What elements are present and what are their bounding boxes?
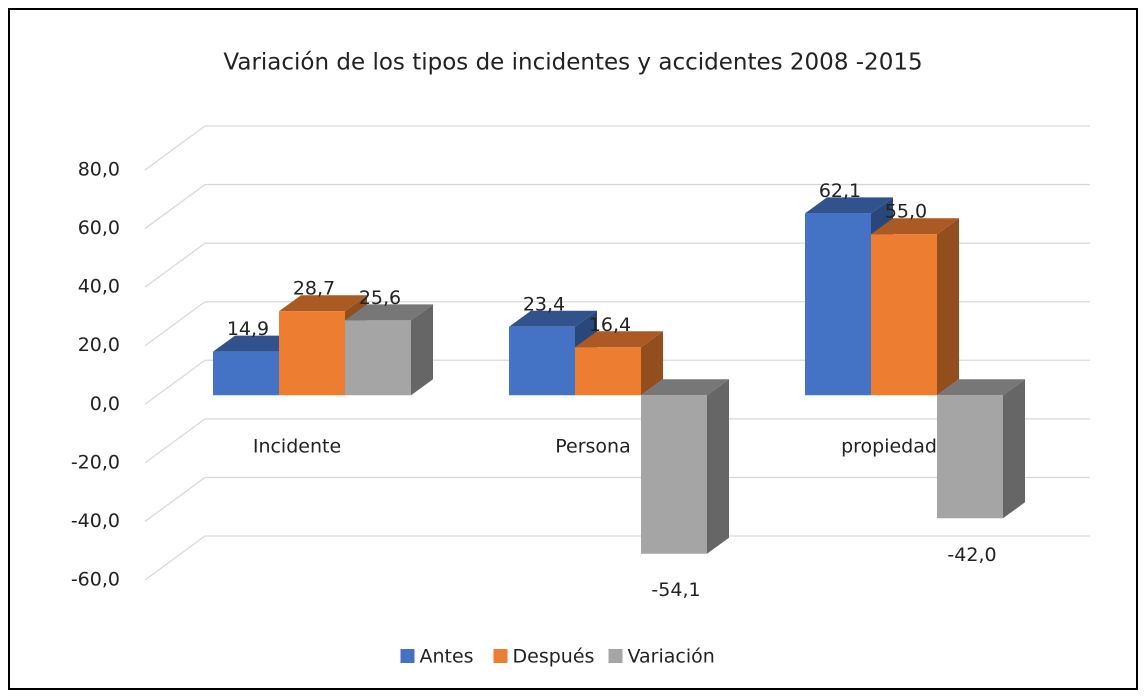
- legend-label: Después: [513, 646, 595, 668]
- x-tick-label: propiedad: [841, 436, 937, 458]
- legend-swatch: [493, 649, 508, 663]
- data-label: 62,1: [819, 180, 861, 202]
- bar-front: [871, 234, 937, 396]
- bar-front: [213, 351, 279, 396]
- data-label: 16,4: [589, 314, 631, 336]
- data-label: 55,0: [885, 201, 927, 223]
- bar-front: [279, 311, 345, 396]
- y-tick-label: 40,0: [78, 276, 120, 298]
- legend-swatch: [608, 649, 623, 663]
- y-tick-label: 20,0: [78, 334, 120, 356]
- bar-top: [937, 379, 1025, 396]
- bar-side: [411, 304, 433, 396]
- bar-side: [1003, 379, 1025, 519]
- y-tick-label: -40,0: [71, 510, 120, 532]
- y-tick-label: 80,0: [78, 159, 120, 181]
- bar-top: [871, 218, 959, 235]
- grid-line: [144, 242, 1090, 288]
- y-tick-label: 0,0: [90, 393, 120, 415]
- bar-front: [345, 320, 411, 396]
- legend-swatch: [400, 649, 415, 663]
- legend-label: Variación: [628, 646, 715, 668]
- y-tick-label: -20,0: [71, 451, 120, 473]
- bar: [345, 304, 433, 396]
- grid-line: [144, 183, 1090, 230]
- bar-top: [345, 304, 433, 321]
- bar-front: [937, 395, 1003, 519]
- grid-line: [144, 125, 1090, 171]
- bar-front: [575, 347, 641, 396]
- data-label: 28,7: [293, 278, 335, 300]
- bar: [575, 331, 663, 396]
- legend-label: Antes: [420, 646, 474, 668]
- x-tick-label: Incidente: [253, 436, 341, 458]
- data-label: 23,4: [523, 293, 565, 315]
- bar-side: [937, 218, 959, 396]
- bar-front: [509, 326, 575, 396]
- bar-top: [509, 310, 597, 327]
- data-label: 25,6: [359, 287, 401, 309]
- y-tick-label: 60,0: [78, 217, 120, 239]
- grid-line: [144, 535, 1090, 581]
- bar: [641, 379, 729, 554]
- bar-front: [805, 213, 871, 396]
- bar-top: [641, 379, 729, 396]
- bar-side: [641, 331, 663, 396]
- bar: [937, 379, 1025, 519]
- grid-line: [144, 476, 1090, 522]
- bar-top: [805, 197, 893, 214]
- chart-title: Variación de los tipos de incidentes y a…: [223, 50, 922, 76]
- grid-line: [144, 359, 1090, 405]
- bar-top: [279, 295, 367, 312]
- grid-line: [144, 418, 1090, 464]
- x-tick-label: Persona: [555, 436, 631, 458]
- bar: [871, 218, 959, 396]
- bar-top: [575, 331, 663, 348]
- data-label: -42,0: [947, 544, 996, 566]
- data-label: 14,9: [227, 318, 269, 340]
- bar-side: [707, 379, 729, 554]
- grid-line: [144, 301, 1090, 347]
- data-label: -54,1: [651, 579, 700, 601]
- y-tick-label: -60,0: [71, 569, 120, 591]
- bar-front: [641, 395, 707, 554]
